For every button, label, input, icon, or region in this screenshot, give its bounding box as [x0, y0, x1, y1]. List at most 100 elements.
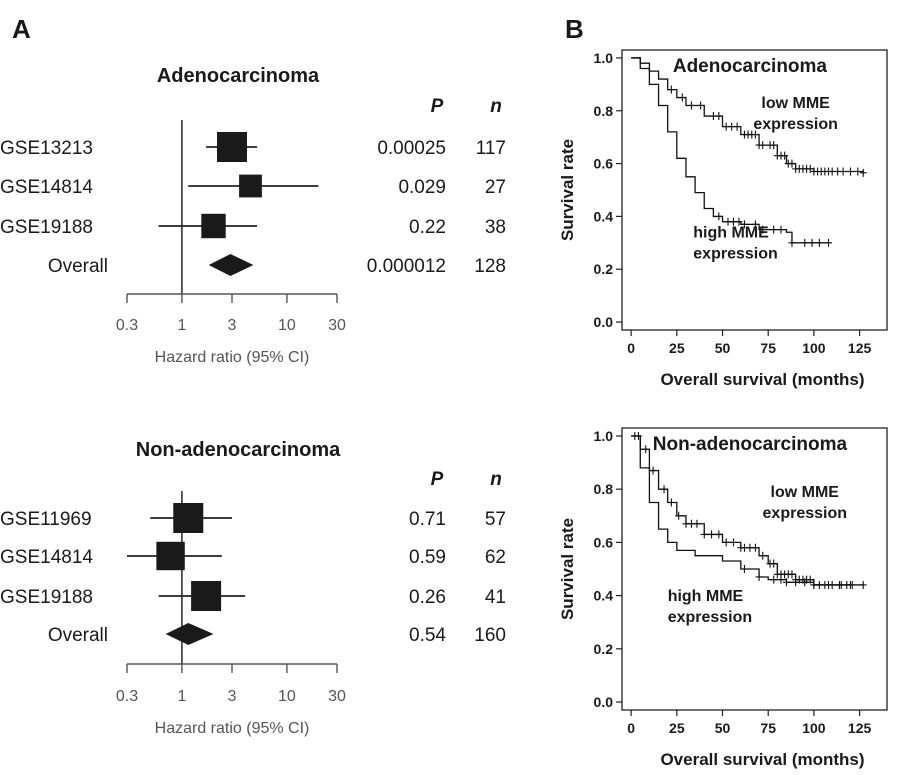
- censor-mark: [715, 112, 723, 121]
- censor-mark: [733, 122, 741, 131]
- sample-size: 62: [485, 547, 506, 568]
- sample-size: 38: [485, 217, 506, 238]
- curve-annotation: expression: [668, 609, 752, 626]
- x-tick-label: 125: [848, 340, 872, 356]
- censor-mark: [839, 167, 847, 176]
- forest-plot-non-adenocarcinoma: Non-adenocarcinoma P n 0.3 1 3 10 30 Hazard rati…: [0, 439, 506, 737]
- x-tick-label: 0.3: [116, 317, 138, 334]
- x-tick-label: 3: [228, 317, 237, 334]
- x-tick-label: 30: [328, 688, 346, 705]
- censor-mark: [729, 538, 737, 547]
- curve-annotation: expression: [763, 505, 847, 522]
- x-tick-label: 0: [627, 720, 635, 736]
- forest-title: Non-adenocarcinoma: [136, 439, 341, 461]
- km-plot-non-adenocarcinoma: 0.0 0.2 0.4 0.6 0.8 1.0 0 25 50 75 100 125 Overall s…: [558, 427, 888, 769]
- x-tick-label: 50: [715, 720, 731, 736]
- censor-mark: [770, 559, 778, 568]
- censor-mark: [788, 570, 796, 579]
- hr-square: [217, 132, 247, 162]
- study-label: Overall: [48, 625, 108, 646]
- censor-mark: [846, 580, 854, 589]
- y-tick-label: 0.6: [594, 534, 614, 550]
- p-column-header: P: [431, 469, 444, 490]
- curve-annotation: expression: [693, 246, 777, 263]
- hr-square: [173, 503, 204, 533]
- plot-frame: [621, 49, 888, 331]
- forest-plot-adenocarcinoma: Adenocarcinoma P n 0.3 1 3 10 30 Hazard ratio (9…: [0, 65, 506, 366]
- censor-mark: [660, 485, 668, 494]
- censor-mark: [755, 572, 763, 581]
- y-tick-label: 1.0: [594, 50, 614, 66]
- x-tick-label: 25: [669, 720, 685, 736]
- censor-mark: [770, 575, 778, 584]
- censor-mark: [788, 238, 796, 247]
- hr-square: [156, 541, 185, 571]
- censor-mark: [678, 93, 686, 102]
- censor-mark: [693, 519, 701, 528]
- panel-label-b: B: [565, 14, 584, 44]
- x-tick-label: 25: [669, 340, 685, 356]
- censor-mark: [708, 530, 716, 539]
- x-tick-label: 125: [848, 720, 872, 736]
- y-tick-label: 0.8: [594, 103, 614, 119]
- censor-mark: [782, 578, 790, 587]
- curve-annotation: expression: [753, 116, 837, 133]
- censor-mark: [722, 538, 730, 547]
- censor-mark: [815, 238, 823, 247]
- overall-diamond: [165, 623, 214, 645]
- censor-mark: [649, 466, 657, 475]
- survival-curve: [631, 435, 864, 586]
- censor-mark: [806, 164, 814, 173]
- censor-mark: [792, 578, 800, 587]
- censor-mark: [770, 225, 778, 234]
- x-axis-label: Hazard ratio (95% CI): [155, 349, 310, 366]
- p-value: 0.71: [409, 509, 446, 530]
- censor-mark: [781, 151, 789, 160]
- x-tick-label: 10: [278, 688, 296, 705]
- hr-square: [239, 174, 262, 198]
- study-label: GSE19188: [0, 217, 93, 238]
- n-column-header: n: [490, 96, 502, 117]
- p-value: 0.000012: [367, 256, 446, 277]
- x-tick-label: 1: [177, 688, 186, 705]
- study-label: GSE14814: [0, 177, 93, 198]
- censor-mark: [825, 580, 833, 589]
- km-title: Adenocarcinoma: [673, 56, 828, 77]
- censor-mark: [715, 212, 723, 221]
- censor-mark: [846, 167, 854, 176]
- x-tick-label: 75: [760, 340, 776, 356]
- x-tick-label: 3: [228, 688, 237, 705]
- study-label: GSE13213: [0, 138, 93, 159]
- censor-mark: [700, 530, 708, 539]
- censor-mark: [667, 498, 675, 507]
- overall-diamond: [208, 254, 254, 276]
- x-tick-label: 75: [760, 720, 776, 736]
- censor-mark: [770, 141, 778, 150]
- censor-mark: [740, 220, 748, 229]
- hr-square: [191, 581, 222, 611]
- km-plot-adenocarcinoma: 0.0 0.2 0.4 0.6 0.8 1.0 0 25 50 75 100 125 Overall s…: [558, 49, 888, 389]
- panel-label-a: A: [12, 14, 31, 44]
- sample-size: 57: [485, 509, 506, 530]
- censor-mark: [759, 225, 767, 234]
- censor-mark: [777, 225, 785, 234]
- x-axis-label: Overall survival (months): [660, 750, 864, 769]
- y-tick-label: 0.2: [594, 261, 614, 277]
- x-tick-label: 1: [177, 317, 186, 334]
- x-tick-label: 10: [278, 317, 296, 334]
- censor-mark: [735, 217, 743, 226]
- censor-mark: [751, 220, 759, 229]
- censor-mark: [825, 238, 833, 247]
- y-axis-label: Survival rate: [558, 518, 577, 620]
- x-tick-label: 50: [715, 340, 731, 356]
- p-value: 0.00025: [377, 138, 446, 159]
- survival-curve: [631, 57, 829, 244]
- censor-mark: [810, 580, 818, 589]
- forest-title: Adenocarcinoma: [157, 65, 320, 87]
- y-tick-label: 0.8: [594, 481, 614, 497]
- p-column-header: P: [431, 96, 444, 117]
- curve-annotation: high MME: [668, 588, 744, 605]
- x-tick-label: 0: [627, 340, 635, 356]
- sample-size: 27: [485, 177, 506, 198]
